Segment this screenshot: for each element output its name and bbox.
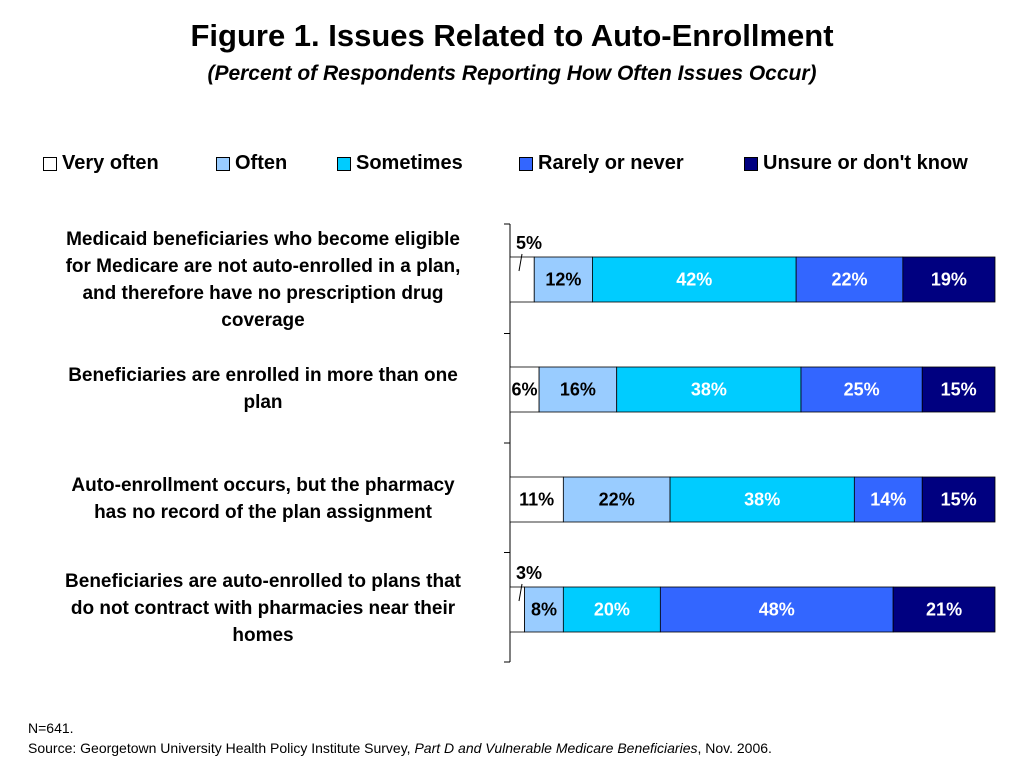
bar-segment — [800, 366, 923, 413]
category-label: Beneficiaries are auto-enrolled to plans… — [18, 568, 508, 649]
data-label: 12% — [545, 270, 581, 290]
data-label: 6% — [512, 380, 538, 400]
data-label: 48% — [759, 600, 795, 620]
data-label: 11% — [519, 490, 554, 510]
category-label-line: has no record of the plan assignment — [94, 502, 432, 523]
source-suffix: , Nov. 2006. — [697, 740, 772, 756]
category-label-line: Beneficiaries are auto-enrolled to plans… — [65, 571, 461, 592]
data-label: 21% — [926, 600, 962, 620]
source-note: Source: Georgetown University Health Pol… — [28, 738, 772, 758]
data-label: 38% — [744, 490, 780, 510]
data-label: 25% — [844, 380, 880, 400]
legend-label: Often — [235, 152, 288, 174]
data-label: 8% — [531, 600, 557, 620]
chart-title: Figure 1. Issues Related to Auto-Enrollm… — [190, 18, 834, 53]
category-label: Auto-enrollment occurs, but the pharmacy… — [18, 472, 508, 526]
bar-segment — [562, 476, 671, 523]
bar-segment — [509, 476, 564, 523]
data-label: 42% — [676, 270, 712, 290]
label-leader-line — [518, 583, 523, 602]
bar-segment — [562, 586, 661, 633]
legend-swatch — [43, 156, 57, 171]
category-label-line: Beneficiaries are enrolled in more than … — [68, 365, 458, 386]
data-label: 20% — [594, 600, 630, 620]
category-label: Medicaid beneficiaries who become eligib… — [18, 226, 508, 334]
bar-segment — [538, 366, 618, 413]
source-prefix: Source: Georgetown University Health Pol… — [28, 740, 415, 756]
chart-footer: N=641. Source: Georgetown University Hea… — [28, 718, 772, 758]
category-label-line: homes — [232, 625, 294, 646]
category-label: Beneficiaries are enrolled in more than … — [18, 362, 508, 416]
bar-segment — [509, 256, 535, 303]
bar-segment — [509, 366, 540, 413]
data-label: 15% — [941, 380, 977, 400]
legend-label: Rarely or never — [538, 152, 684, 174]
category-label-line: Auto-enrollment occurs, but the pharmacy — [71, 475, 455, 496]
bar-segment — [795, 256, 904, 303]
label-leader-line — [518, 253, 523, 272]
data-label: 38% — [691, 380, 727, 400]
category-label-line: for Medicare are not auto-enrolled in a … — [65, 256, 461, 277]
legend-item: Often — [216, 152, 287, 175]
source-title: Part D and Vulnerable Medicare Beneficia… — [414, 740, 698, 756]
data-label: 5% — [516, 233, 542, 253]
category-label-line: coverage — [221, 310, 305, 331]
bar-segment — [509, 586, 525, 633]
bar-segment — [902, 256, 996, 303]
data-label: 16% — [560, 380, 596, 400]
legend-item: Unsure or don't know — [744, 152, 968, 175]
bar-segment — [921, 366, 996, 413]
legend-swatch — [216, 156, 230, 171]
legend-label: Unsure or don't know — [763, 152, 968, 174]
bar-segment — [616, 366, 802, 413]
bar-segment — [892, 586, 996, 633]
legend-swatch — [519, 156, 533, 171]
stacked-bar-chart: 5%12% 42% 22% 19% 6% 16% 38% 25% 15% 11% 22% 38% 14%… — [504, 223, 996, 663]
legend-item: Very often — [43, 152, 159, 175]
bar-segment — [524, 586, 564, 633]
sample-size-note: N=641. — [28, 720, 74, 736]
bar-segment — [669, 476, 855, 523]
data-label: 22% — [599, 490, 635, 510]
category-label-line: do not contract with pharmacies near the… — [70, 598, 456, 619]
chart-legend: Very often Often Sometimes Rarely or never U… — [0, 152, 1024, 180]
category-label-line: and therefore have no prescription drug — [82, 283, 444, 304]
legend-item: Sometimes — [337, 152, 463, 175]
category-label-line: Medicaid beneficiaries who become eligib… — [66, 229, 460, 250]
legend-swatch — [744, 156, 758, 171]
data-label: 22% — [831, 270, 867, 290]
bar-segment — [592, 256, 797, 303]
category-label-line: plan — [243, 392, 283, 413]
legend-item: Rarely or never — [519, 152, 684, 175]
data-label: 14% — [870, 490, 906, 510]
chart-subtitle: (Percent of Respondents Reporting How Of… — [207, 62, 817, 85]
legend-swatch — [337, 156, 351, 171]
bar-segment — [533, 256, 593, 303]
bar-segment — [659, 586, 894, 633]
data-label: 3% — [516, 563, 542, 583]
bar-segment — [921, 476, 996, 523]
legend-label: Sometimes — [356, 152, 463, 174]
legend-label: Very often — [62, 152, 159, 174]
data-label: 15% — [941, 490, 977, 510]
data-label: 19% — [931, 270, 967, 290]
bar-segment — [853, 476, 923, 523]
